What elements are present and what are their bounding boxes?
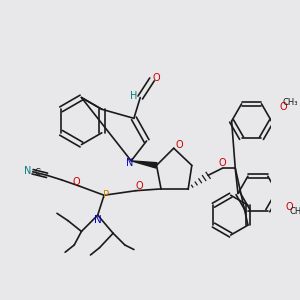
Text: O: O (72, 177, 80, 187)
Text: O: O (286, 202, 293, 212)
Text: CH₃: CH₃ (289, 207, 300, 216)
Text: N: N (126, 158, 133, 168)
Text: O: O (175, 140, 183, 151)
Text: N: N (24, 166, 32, 176)
Text: O: O (219, 158, 226, 168)
Text: N: N (94, 215, 102, 225)
Text: C: C (34, 168, 40, 177)
Text: O: O (279, 103, 287, 112)
Text: H: H (130, 91, 138, 101)
Text: CH₃: CH₃ (283, 98, 298, 107)
Text: O: O (136, 181, 143, 191)
Text: P: P (103, 190, 109, 200)
Text: O: O (153, 73, 160, 82)
Polygon shape (131, 161, 157, 168)
